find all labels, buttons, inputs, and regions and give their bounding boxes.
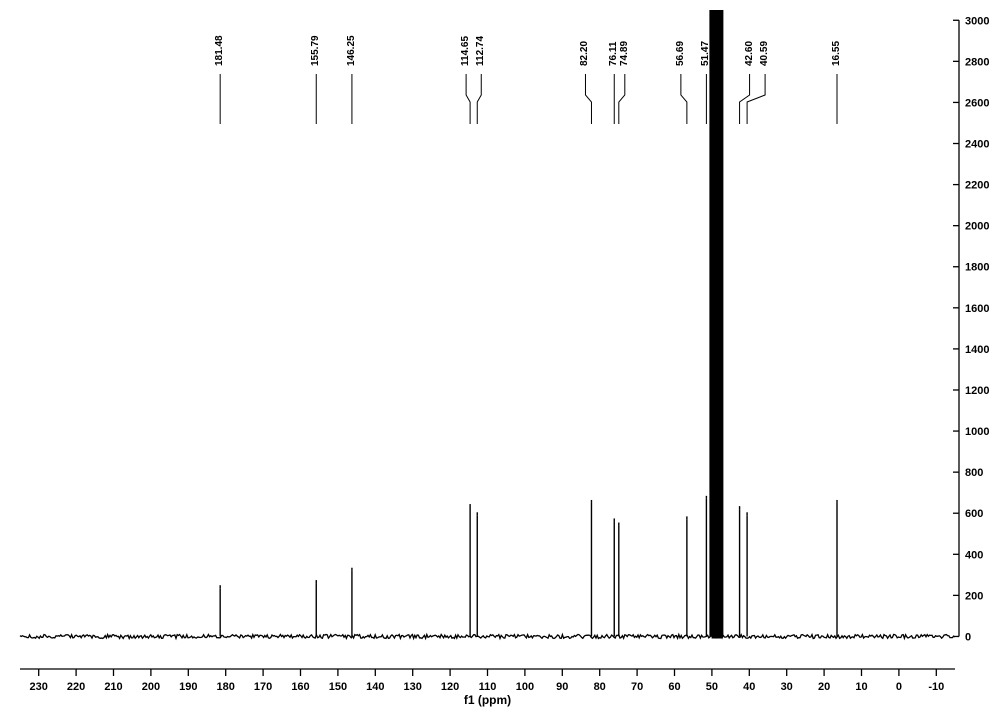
svg-text:0: 0	[896, 681, 902, 693]
nmr-spectrum-plot: 2302202102001901801701601501401301201101…	[0, 0, 1000, 717]
svg-text:180: 180	[217, 681, 235, 693]
svg-text:230: 230	[30, 681, 48, 693]
svg-text:2600: 2600	[965, 97, 989, 109]
peak-label: 82.20	[579, 18, 590, 66]
svg-text:-10: -10	[928, 681, 944, 693]
svg-text:70: 70	[631, 681, 643, 693]
peak-label: 181.48	[214, 18, 225, 66]
svg-text:90: 90	[556, 681, 568, 693]
peak-label: 146.25	[346, 18, 357, 66]
spectrum-svg: 2302202102001901801701601501401301201101…	[0, 0, 1000, 717]
svg-text:80: 80	[594, 681, 606, 693]
svg-text:120: 120	[441, 681, 459, 693]
peak-label: 51.47	[700, 18, 711, 66]
peak-label: 56.69	[675, 18, 686, 66]
peak-label: 155.79	[310, 18, 321, 66]
svg-text:210: 210	[104, 681, 122, 693]
svg-text:1800: 1800	[965, 262, 989, 274]
svg-text:170: 170	[254, 681, 272, 693]
peak-label: 76.11	[608, 18, 619, 66]
svg-text:130: 130	[404, 681, 422, 693]
svg-text:2200: 2200	[965, 180, 989, 192]
peak-label: 16.55	[831, 18, 842, 66]
svg-text:1000: 1000	[965, 426, 989, 438]
svg-text:0: 0	[965, 631, 971, 643]
svg-text:1400: 1400	[965, 344, 989, 356]
svg-text:10: 10	[855, 681, 867, 693]
peak-label: 42.60	[744, 18, 755, 66]
peak-label: 74.89	[619, 18, 630, 66]
svg-text:60: 60	[668, 681, 680, 693]
peak-label: 114.65	[460, 18, 471, 66]
svg-text:600: 600	[965, 508, 983, 520]
svg-text:190: 190	[179, 681, 197, 693]
svg-text:50: 50	[706, 681, 718, 693]
svg-text:200: 200	[965, 590, 983, 602]
svg-text:800: 800	[965, 467, 983, 479]
svg-text:3000: 3000	[965, 15, 989, 27]
svg-text:40: 40	[743, 681, 755, 693]
svg-text:1600: 1600	[965, 303, 989, 315]
svg-text:30: 30	[781, 681, 793, 693]
svg-text:150: 150	[329, 681, 347, 693]
svg-text:2400: 2400	[965, 139, 989, 151]
peak-label: 40.59	[759, 18, 770, 66]
svg-text:1200: 1200	[965, 385, 989, 397]
svg-text:400: 400	[965, 549, 983, 561]
svg-text:110: 110	[479, 681, 497, 693]
svg-text:140: 140	[366, 681, 384, 693]
svg-text:160: 160	[291, 681, 309, 693]
svg-text:2800: 2800	[965, 56, 989, 68]
svg-text:2000: 2000	[965, 221, 989, 233]
svg-text:200: 200	[142, 681, 160, 693]
svg-text:f1 (ppm): f1 (ppm)	[464, 693, 511, 707]
peak-label: 112.74	[475, 18, 486, 66]
svg-text:100: 100	[516, 681, 534, 693]
svg-text:20: 20	[818, 681, 830, 693]
svg-text:220: 220	[67, 681, 85, 693]
